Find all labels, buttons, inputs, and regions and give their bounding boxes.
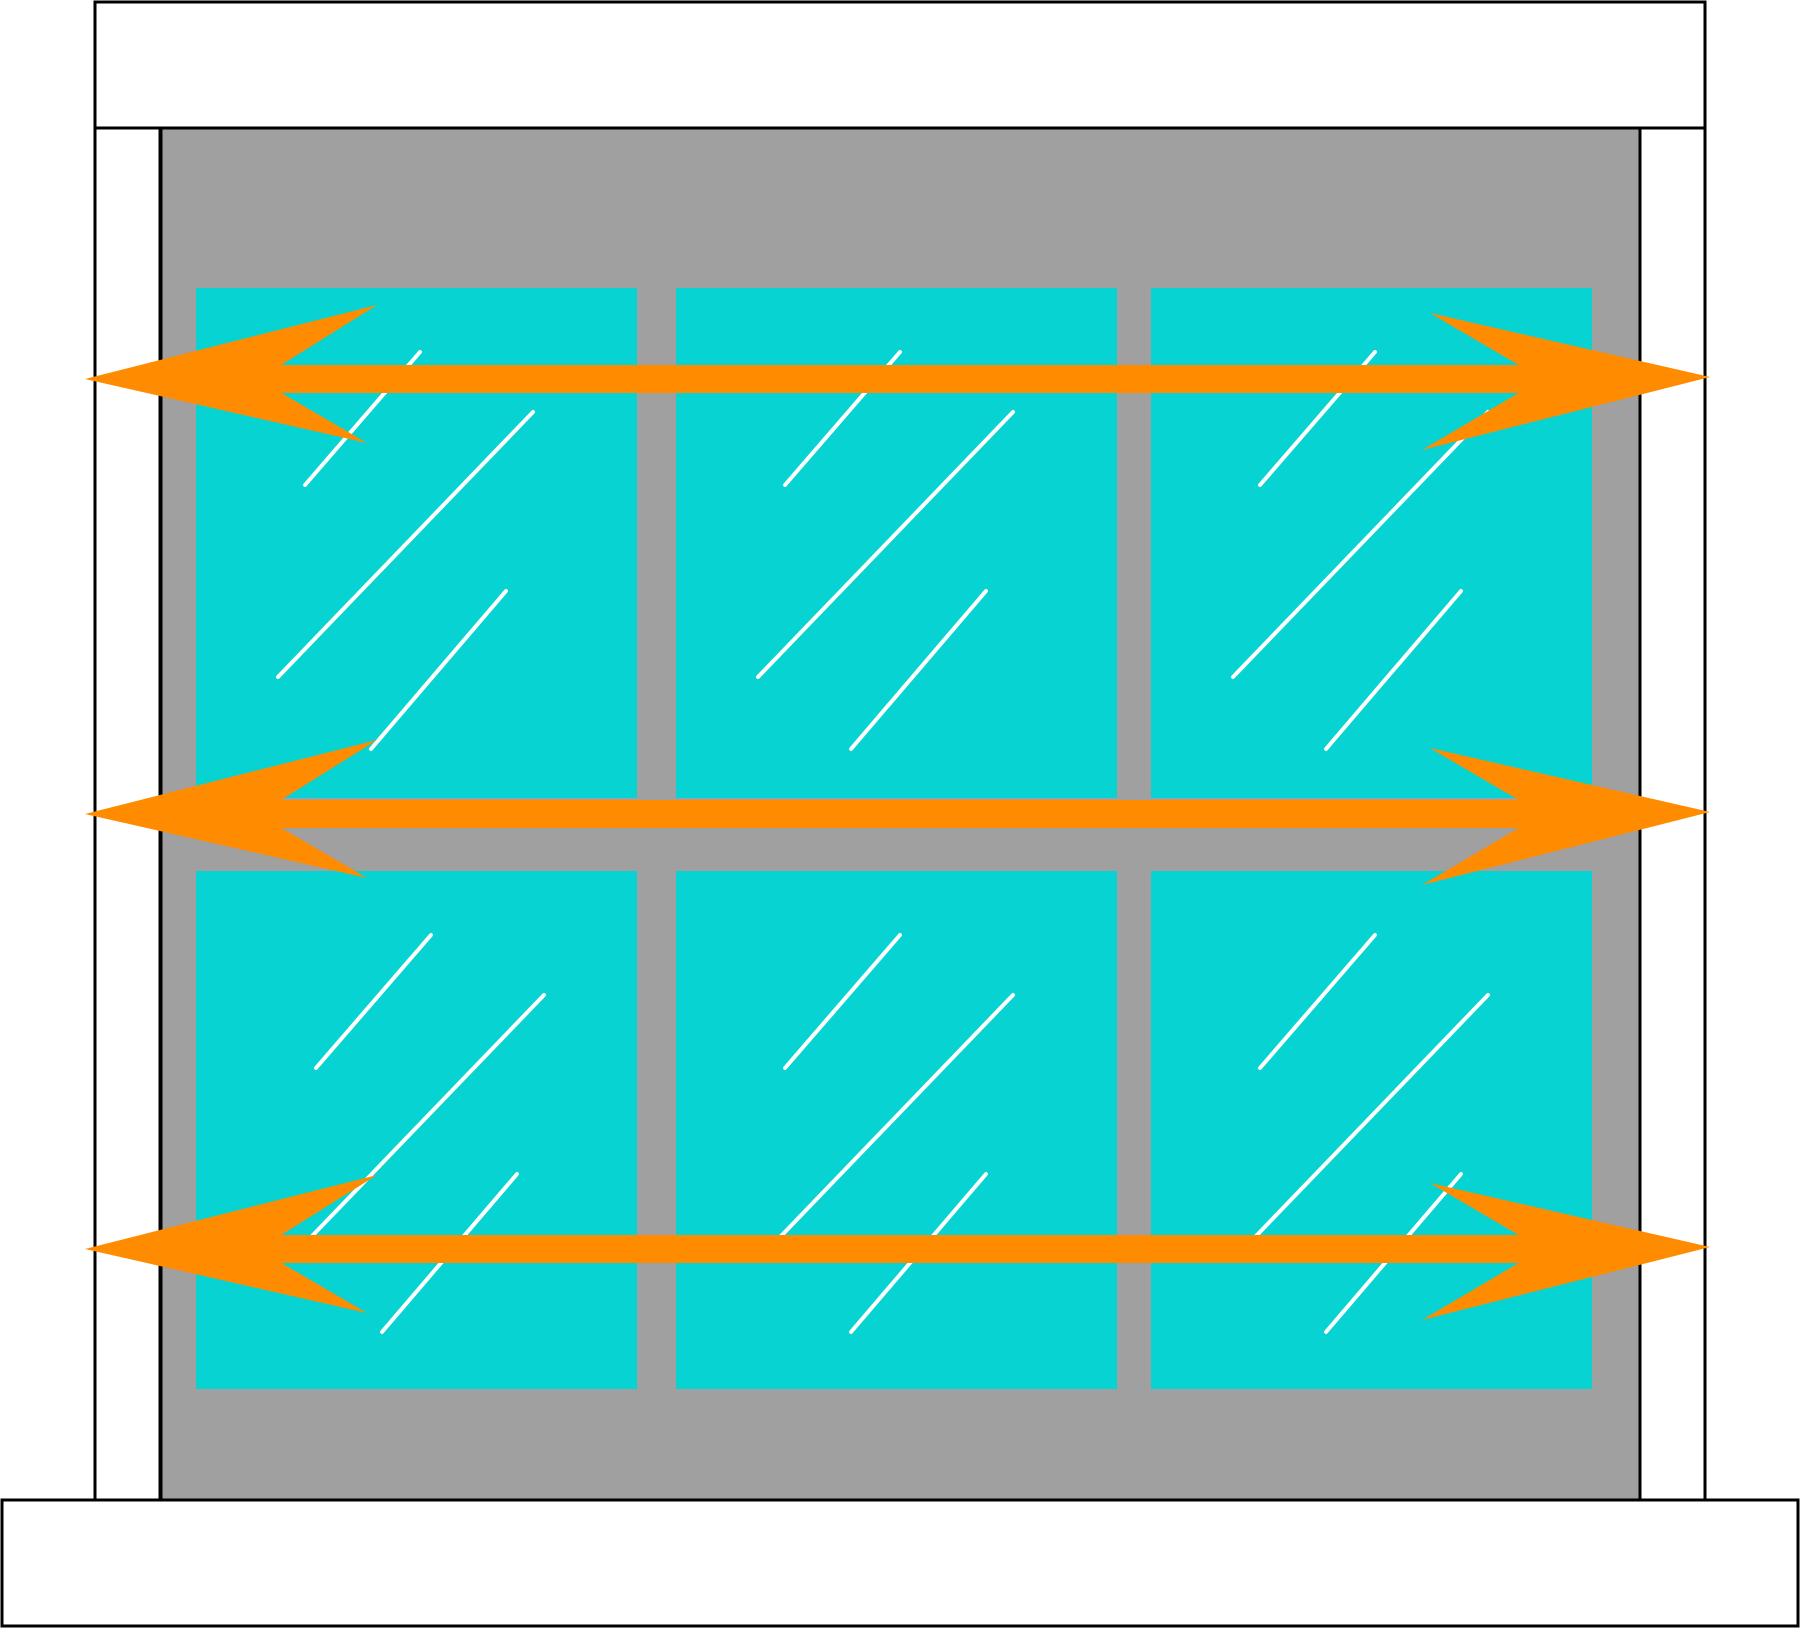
glass-pane-icon — [1151, 871, 1592, 1389]
top-header-beam — [93, 0, 1707, 130]
glass-pane-icon — [196, 871, 637, 1389]
double-arrow-icon — [85, 740, 1710, 885]
arrow-shaft — [270, 800, 1530, 828]
glare-line — [756, 410, 1015, 679]
glare-line — [314, 933, 433, 1070]
glare-line — [287, 993, 546, 1262]
arrow-head-left — [85, 740, 377, 878]
glare-line — [276, 410, 535, 679]
glass-pane — [676, 288, 1117, 798]
glare-line — [783, 933, 902, 1070]
glare-line — [1324, 589, 1463, 751]
glass-pane-icon — [676, 871, 1117, 1389]
arrow-head-right — [1422, 1183, 1710, 1320]
arrow-head-left — [85, 305, 377, 443]
arrow-head-right — [1422, 313, 1710, 450]
glare-line — [849, 589, 988, 751]
double-arrow-icon — [85, 1175, 1710, 1320]
glare-line — [756, 993, 1015, 1262]
double-arrow-icon — [85, 305, 1710, 450]
glare-line — [1258, 933, 1377, 1070]
bottom-sill — [0, 1498, 1800, 1628]
arrow-head-left — [85, 1175, 377, 1313]
glass-pane — [1151, 871, 1592, 1389]
glare-line — [1231, 993, 1490, 1262]
glare-line — [1231, 410, 1490, 679]
glare-line — [369, 589, 508, 751]
glass-pane-icon — [676, 288, 1117, 798]
arrow-shaft — [270, 365, 1530, 393]
arrow-head-right — [1422, 748, 1710, 885]
expansion-arrows — [85, 305, 1710, 1320]
glass-pane — [676, 871, 1117, 1389]
arrow-shaft — [270, 1235, 1530, 1263]
